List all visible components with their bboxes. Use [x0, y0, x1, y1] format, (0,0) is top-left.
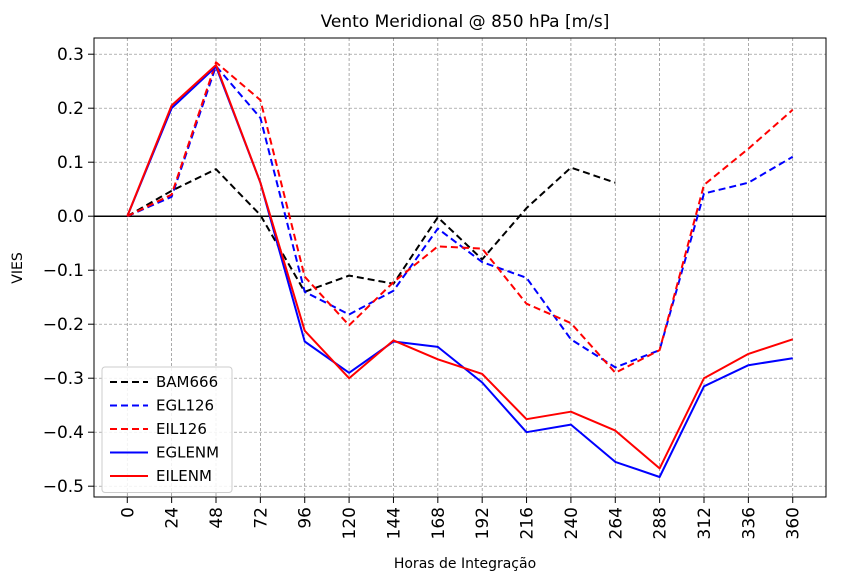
x-axis-ticks: 0 24 48 72 96 120 144 168 192 216 240 264 288 312 336 3…: [118, 497, 804, 539]
y-axis-ticks: 0.3 0.2 0.1 0.0 −0.1 −0.2 −0.3 −0.4 −0.5: [43, 45, 94, 497]
y-tick-label: 0.1: [57, 153, 84, 173]
x-tick-label: 312: [695, 507, 715, 539]
x-tick-label: 144: [384, 507, 404, 539]
legend: BAM666 EGL126 EIL126 EGLENM EILENM: [101, 366, 233, 493]
legend-label-eil126: EIL126: [156, 420, 207, 438]
x-tick-label: 72: [251, 507, 271, 529]
y-tick-label: −0.2: [43, 315, 84, 335]
y-tick-label: −0.1: [43, 261, 84, 281]
x-tick-label: 24: [163, 507, 183, 529]
legend-label-egl126: EGL126: [156, 397, 214, 415]
y-tick-label: −0.5: [43, 477, 84, 497]
legend-box: [101, 366, 233, 493]
x-tick-label: 192: [473, 507, 493, 539]
series-line-bam666: [126, 166, 616, 293]
x-tick-label: 120: [340, 507, 360, 539]
y-tick-label: −0.4: [43, 423, 84, 443]
y-tick-label: 0.3: [57, 45, 84, 65]
x-tick-label: 48: [207, 507, 227, 529]
legend-label-eglenm: EGLENM: [156, 444, 219, 462]
series-line-eil126: [126, 61, 794, 374]
x-tick-label: 360: [784, 507, 804, 539]
y-tick-label: 0.2: [57, 99, 84, 119]
x-tick-label: 288: [651, 507, 671, 539]
x-tick-label: 264: [606, 507, 626, 539]
y-tick-label: −0.3: [43, 369, 84, 389]
x-tick-label: 336: [739, 507, 759, 539]
chart-title: Vento Meridional @ 850 hPa [m/s]: [321, 12, 610, 32]
x-tick-label: 240: [562, 507, 582, 539]
x-tick-label: 168: [429, 507, 449, 539]
x-tick-label: 96: [296, 507, 316, 529]
y-axis-title: VIES: [10, 252, 26, 284]
x-tick-label: 216: [518, 507, 538, 539]
plot-frame: [93, 37, 827, 498]
legend-label-eilenm: EILENM: [156, 467, 212, 485]
y-tick-label: 0.0: [57, 207, 84, 227]
series-line-egl126: [126, 65, 794, 369]
x-axis-title: Horas de Integração: [394, 556, 536, 572]
legend-label-bam666: BAM666: [156, 373, 218, 391]
series-lines: [126, 61, 794, 478]
x-tick-label: 0: [118, 507, 138, 518]
series-line-eilenm: [126, 64, 794, 470]
